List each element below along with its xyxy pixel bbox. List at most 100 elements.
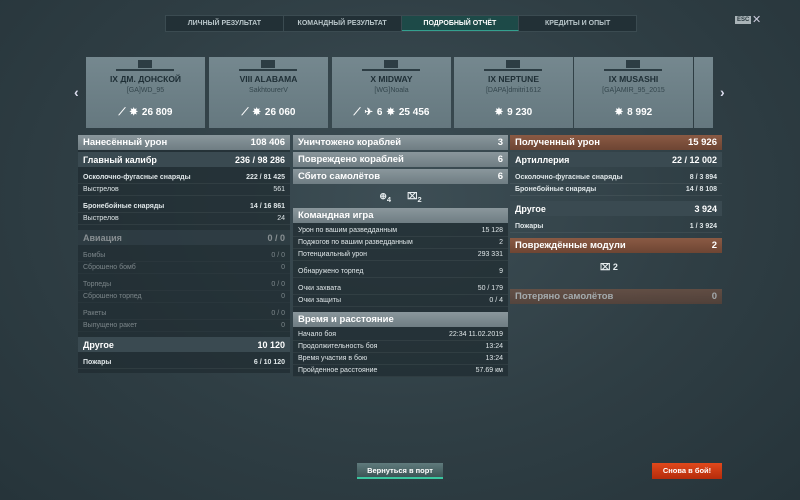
stat-row: Обнаружено торпед 9 (293, 266, 508, 278)
row-value: 57.69 км (475, 367, 503, 374)
lost-planes-row: Потеряно самолётов 0 (510, 289, 722, 304)
ship-silhouette-icon (239, 60, 297, 71)
ship-card[interactable]: X MIDWAY [WG]Noala ⟋ ✈ 6 ✸ 25 456 (332, 57, 451, 128)
section-header: Повреждено кораблей 6 (293, 152, 508, 167)
dealt-damage-panel: Нанесённый урон 108 406 Главный калибр 236 … (78, 135, 290, 373)
row-label: Пожары (83, 359, 112, 366)
chevron-left-icon[interactable]: ‹ (74, 84, 79, 100)
close-icon[interactable]: ✕ (752, 14, 762, 26)
row-label: Сбито самолётов (298, 171, 381, 182)
row-label: Другое (83, 339, 114, 350)
row-label: Пройденное расстояние (298, 367, 378, 374)
row-label: Осколочно-фугасные снаряды (83, 174, 191, 181)
damage-value: 25 456 (398, 107, 430, 118)
stat-row: Урон по вашим разведданным 15 128 (293, 225, 508, 237)
player-name: [GA]AMIR_95_2015 (602, 87, 665, 94)
row-label: Артиллерия (515, 154, 570, 165)
ship-card[interactable]: IX NEPTUNE [DAPA]dmitri1612 ✸ 9 230 (454, 57, 573, 128)
stat-row: Поджогов по вашим разведданным 2 (293, 237, 508, 249)
ship-cards: IX ДМ. ДОНСКОЙ [GA]WD_95 ⟋ ✸ 26 809 VIII ALAB… (86, 57, 713, 128)
row-value: 1 / 3 924 (689, 223, 717, 230)
damage-value: 8 992 (627, 107, 653, 118)
ship-card[interactable]: IX MUSASHI [GA]AMIR_95_2015 ✸ 8 992 (574, 57, 693, 128)
row-label: Ракеты (83, 310, 107, 317)
row-value: 561 (273, 186, 285, 193)
row-value: 3 (497, 137, 503, 148)
row-value: 293 331 (477, 251, 503, 258)
capture-count: 2 (417, 194, 422, 204)
return-to-port-button[interactable]: Вернуться в порт (357, 463, 443, 479)
row-value: 0 (281, 322, 285, 329)
ship-stats: ✸ 9 230 (454, 107, 573, 118)
ship-stats: ✸ 8 992 (574, 107, 693, 118)
damage-icon: ✸ (386, 107, 395, 118)
row-label: Сброшено торпед (83, 293, 142, 300)
damage-icon: ✸ (129, 107, 138, 118)
section-header: Повреждённые модули 2 (510, 238, 722, 253)
tab-detailed-report[interactable]: Подробный отчёт (401, 16, 520, 31)
row-label: Выпущено ракет (83, 322, 138, 329)
tab-personal[interactable]: Личный результат (166, 16, 284, 31)
tab-team[interactable]: Командный результат (284, 16, 402, 31)
ship-stats: ⟋ ✸ 26 060 (209, 107, 328, 118)
stat-row: Бомбы 0 / 0 (78, 250, 290, 262)
player-name: [GA]WD_95 (126, 87, 165, 94)
ship-silhouette-icon (362, 60, 420, 71)
tab-credits-xp[interactable]: Кредиты и опыт (544, 20, 611, 27)
stat-row: Ракеты 0 / 0 (78, 308, 290, 320)
tab-bar: Личный результат Командный результат Под… (165, 15, 637, 32)
row-value: 2 (711, 240, 717, 251)
row-value: 8 / 3 894 (689, 174, 717, 181)
row-label: Потенциальный урон (298, 251, 368, 258)
row-value: 9 (499, 268, 503, 275)
row-label: Продолжительность боя (298, 343, 378, 350)
damaged-module-count: 2 (612, 262, 618, 272)
ship-name: VIII ALABAMA (239, 74, 298, 84)
row-label: Авиация (83, 232, 122, 243)
section-header: Сбито самолётов 6 (293, 169, 508, 184)
ship-card[interactable]: IX ДМ. ДОНСКОЙ [GA]WD_95 ⟋ ✸ 26 809 (86, 57, 205, 128)
ship-card-partial[interactable] (694, 57, 713, 128)
stat-row: Очки захвата 50 / 179 (293, 283, 508, 295)
row-value: 14 / 16 861 (249, 203, 285, 210)
middle-panel: Уничтожено кораблей 3 Повреждено кораблей 6… (293, 135, 508, 377)
row-label: Выстрелов (83, 186, 119, 193)
row-label: Повреждённые модули (515, 240, 626, 251)
row-value: 14 / 8 108 (685, 186, 717, 193)
chevron-right-icon[interactable]: › (720, 84, 725, 100)
stat-row: Осколочно-фугасные снаряды 8 / 3 894 (510, 172, 722, 184)
row-value: 24 (277, 215, 285, 222)
torpedo-hit-icon: ⟋ (353, 107, 361, 118)
ship-stats: ⟋ ✈ 6 ✸ 25 456 (332, 107, 451, 118)
stat-row: Осколочно-фугасные снаряды 222 / 81 425 (78, 172, 290, 184)
section-header: Другое 10 120 (78, 337, 290, 352)
section-header: Авиация 0 / 0 (78, 230, 290, 245)
row-value: 3 924 (694, 203, 717, 214)
ship-name: IX MUSASHI (608, 74, 659, 84)
row-value: 0 (711, 291, 717, 302)
section-header: Артиллерия 22 / 12 002 (510, 152, 722, 167)
ribbons-row: ⊕4 ⌧2 (293, 186, 508, 208)
row-label: Урон по вашим разведданным (298, 227, 398, 234)
ship-stats: ⟋ ✸ 26 809 (86, 107, 205, 118)
row-label: Сброшено бомб (83, 264, 136, 271)
row-label: Выстрелов (83, 215, 119, 222)
stat-row: Выстрелов 561 (78, 184, 290, 196)
row-value: 13:24 (485, 343, 503, 350)
damage-icon: ✸ (494, 107, 504, 118)
row-label: Время и расстояние (298, 314, 394, 325)
stat-row: Сброшено торпед 0 (78, 291, 290, 303)
stat-row: Бронебойные снаряды 14 / 8 108 (510, 184, 722, 196)
row-value: 108 406 (250, 137, 285, 148)
ship-silhouette-icon (484, 60, 542, 71)
stat-row: Выстрелов 24 (78, 213, 290, 225)
row-label: Время участия в бою (298, 355, 368, 362)
spotted-count: 4 (386, 194, 392, 204)
row-label: Обнаружено торпед (298, 268, 364, 275)
row-value: 13:24 (485, 355, 503, 362)
battle-again-button[interactable]: Снова в бой! (652, 463, 722, 479)
row-value: 15 128 (481, 227, 503, 234)
section-header: Другое 3 924 (510, 201, 722, 216)
ship-card[interactable]: VIII ALABAMA SakhtourerV ⟋ ✸ 26 060 (209, 57, 328, 128)
ship-name: IX NEPTUNE (487, 74, 539, 84)
